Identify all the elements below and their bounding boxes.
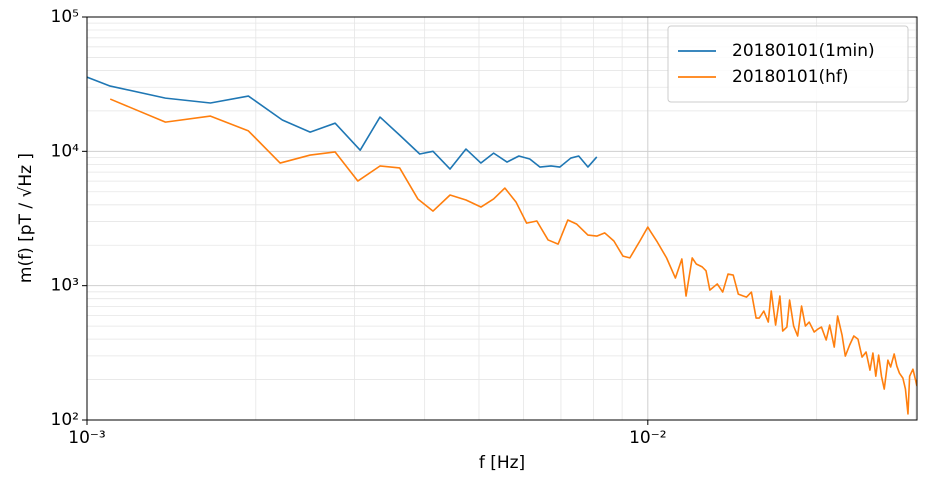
legend-label: 20180101(1min) xyxy=(732,41,875,61)
y-tick-label: 10² xyxy=(51,410,79,430)
y-tick-label: 10⁵ xyxy=(51,7,79,27)
x-tick-label: 10⁻² xyxy=(629,428,666,448)
series-line xyxy=(109,98,917,415)
series-line xyxy=(87,76,598,170)
y-tick-label: 10⁴ xyxy=(51,141,80,161)
legend-box xyxy=(667,25,909,103)
legend-label: 20180101(hf) xyxy=(732,67,849,87)
x-tick-label: 10⁻³ xyxy=(68,428,105,448)
y-tick-label: 10³ xyxy=(51,276,79,296)
x-axis-label: f [Hz] xyxy=(479,453,525,473)
y-axis-label: m(f) [pT / √Hz ] xyxy=(16,153,36,283)
plot-frame xyxy=(86,16,918,421)
